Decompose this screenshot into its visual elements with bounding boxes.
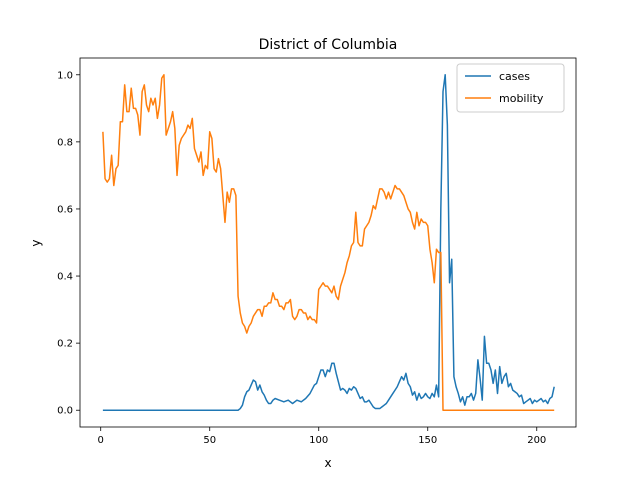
legend-label-mobility: mobility [499,92,544,105]
chart-title: District of Columbia [259,37,398,53]
legend-label-cases: cases [499,70,530,83]
x-tick-label: 200 [527,435,546,446]
y-tick-label: 0.6 [57,204,73,215]
y-tick-label: 0.8 [57,137,73,148]
y-axis-label: y [29,239,43,246]
plot-area: 0 50 100 150 200 0.0 0.2 0.4 0.6 0.8 1.0 cases mobil… [57,57,577,446]
x-tick-label: 50 [203,435,216,446]
x-axis-label: x [324,456,331,470]
y-tick-label: 0.0 [57,406,73,417]
y-tick-label: 1.0 [57,70,73,81]
axes-frame [79,57,577,428]
x-tick-label: 100 [309,435,328,446]
x-tick-label: 0 [98,435,104,446]
series-line-mobility [102,74,555,411]
y-tick-label: 0.4 [57,272,73,283]
y-tick-label: 0.2 [57,339,73,350]
series-line-cases [102,74,555,411]
x-tick-label: 150 [418,435,437,446]
